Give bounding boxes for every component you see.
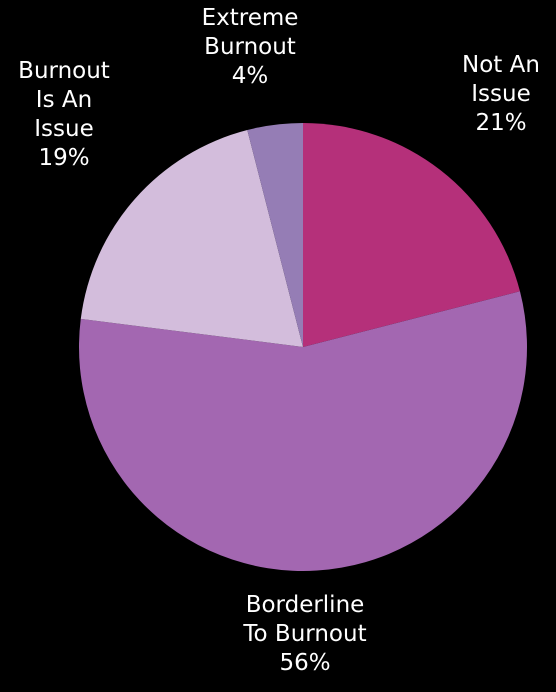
slice-label-extreme-burnout: Extreme Burnout 4% [185, 4, 315, 91]
slice-value-label: 21% [475, 110, 527, 136]
slice-label-not-an-issue: Not An Issue 21% [441, 51, 556, 138]
slice-label-line: To Burnout [243, 621, 367, 647]
slice-value-label: 19% [38, 145, 90, 171]
slice-label-line: Burnout [204, 34, 296, 60]
slice-label-line: Is An [35, 87, 93, 113]
slice-value-label: 56% [279, 650, 331, 676]
slice-value-label: 4% [231, 63, 269, 89]
slice-label-line: Issue [34, 116, 94, 142]
pie-slices [79, 123, 528, 571]
slice-label-line: Borderline [245, 592, 365, 618]
pie-slice-not-an-issue [303, 123, 520, 347]
pie-slice-burnout-is-an-issue [80, 130, 304, 347]
slice-label-line: Extreme [201, 5, 299, 31]
pie-slice-borderline-to-burnout [79, 291, 528, 571]
slice-label-line: Issue [471, 81, 531, 107]
pie-slice-extreme-burnout [247, 123, 303, 347]
slice-label-borderline-to-burnout: Borderline To Burnout 56% [190, 591, 420, 678]
slice-label-line: Burnout [18, 58, 110, 84]
slice-label-burnout-is-an-issue: Burnout Is An Issue 19% [4, 57, 124, 173]
slice-label-line: Not An [462, 52, 540, 78]
